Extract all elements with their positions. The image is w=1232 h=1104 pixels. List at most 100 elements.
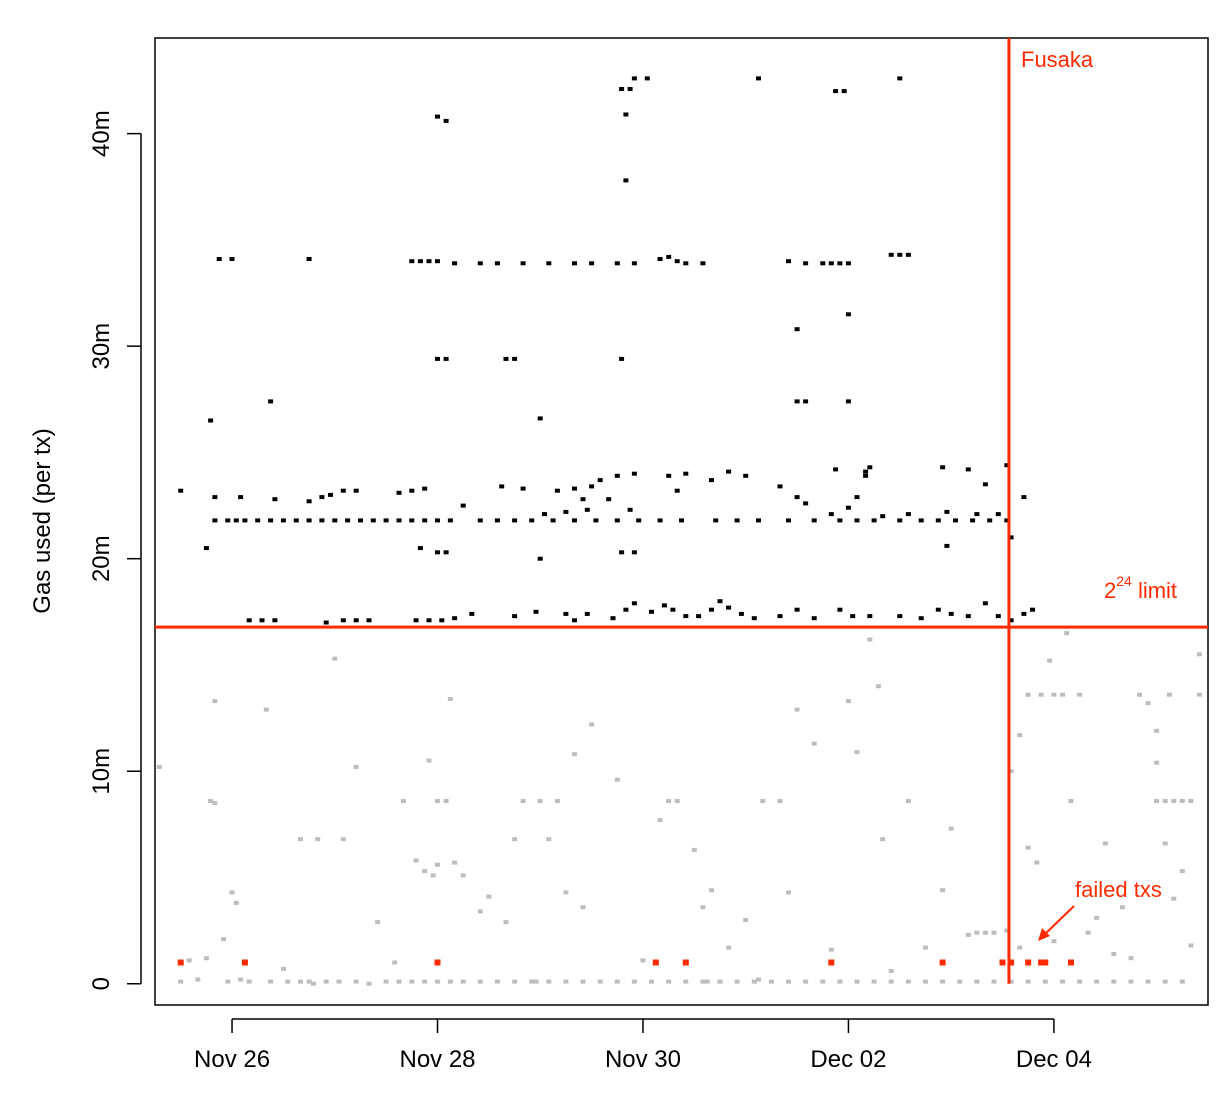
- tx-point-above-limit: [208, 418, 214, 423]
- tx-point-above-limit: [867, 614, 873, 619]
- failed-tx-point: [828, 959, 835, 966]
- tx-point-above-limit: [674, 488, 680, 493]
- tx-point-below-limit: [1162, 979, 1168, 984]
- tx-point-above-limit: [1004, 463, 1010, 468]
- tx-point-below-limit: [392, 960, 398, 965]
- failed-txs-label: failed txs: [1075, 877, 1162, 902]
- tx-point-below-limit: [923, 979, 928, 984]
- plot-frame: [154, 37, 1209, 1006]
- y-tick-label: 20m: [88, 535, 115, 582]
- tx-point-below-limit: [340, 837, 346, 842]
- tx-point-above-limit: [751, 616, 757, 621]
- tx-point-above-limit: [854, 495, 860, 500]
- tx-point-above-limit: [520, 261, 526, 266]
- tx-point-below-limit: [957, 979, 963, 984]
- tx-point-below-limit: [353, 765, 359, 769]
- tx-point-above-limit: [443, 550, 449, 555]
- tx-point-above-limit: [353, 488, 359, 493]
- tx-point-above-limit: [700, 261, 706, 266]
- tx-point-above-limit: [743, 473, 749, 478]
- failed-txs-arrow-head: [1038, 928, 1050, 941]
- failed-tx-point: [241, 959, 248, 966]
- tx-point-below-limit: [443, 799, 449, 803]
- tx-point-below-limit: [435, 979, 440, 984]
- tx-point-above-limit: [820, 261, 826, 266]
- tx-point-below-limit: [1128, 979, 1134, 984]
- tx-point-above-limit: [340, 618, 346, 623]
- tx-point-above-limit: [837, 261, 843, 266]
- tx-point-above-limit: [940, 465, 946, 470]
- tx-point-above-limit: [828, 261, 834, 266]
- tx-point-below-limit: [1179, 979, 1185, 984]
- tx-point-above-limit: [666, 473, 672, 478]
- tx-point-above-limit: [786, 518, 791, 523]
- tx-point-below-limit: [503, 920, 509, 925]
- tx-point-above-limit: [216, 257, 222, 261]
- tx-point-below-limit: [1111, 952, 1117, 956]
- tx-point-below-limit: [285, 979, 291, 984]
- tx-point-above-limit: [443, 356, 449, 361]
- tx-point-below-limit: [640, 958, 646, 963]
- tx-point-above-limit: [987, 518, 993, 523]
- tx-point-below-limit: [533, 979, 539, 984]
- tx-point-below-limit: [700, 905, 706, 910]
- tx-point-below-limit: [880, 837, 886, 842]
- tx-point-above-limit: [503, 356, 509, 361]
- tx-point-above-limit: [623, 112, 629, 117]
- tx-point-above-limit: [1021, 495, 1027, 500]
- tx-point-above-limit: [529, 518, 535, 523]
- tx-point-above-limit: [995, 512, 1001, 517]
- tx-point-above-limit: [888, 252, 894, 257]
- tx-point-above-limit: [409, 518, 415, 523]
- tx-point-below-limit: [268, 979, 274, 984]
- tx-point-above-limit: [593, 518, 599, 523]
- tx-point-below-limit: [1119, 905, 1125, 910]
- tx-point-below-limit: [1060, 979, 1065, 984]
- tx-point-below-limit: [717, 979, 723, 984]
- tx-point-above-limit: [435, 518, 440, 523]
- tx-point-above-limit: [238, 495, 244, 500]
- tx-point-below-limit: [435, 799, 440, 803]
- tx-point-below-limit: [811, 741, 817, 746]
- tx-point-below-limit: [726, 945, 732, 950]
- tx-point-below-limit: [1077, 979, 1083, 984]
- tx-point-below-limit: [786, 979, 791, 984]
- tx-point-above-limit: [649, 609, 654, 614]
- tx-point-below-limit: [1085, 930, 1091, 935]
- tx-point-below-limit: [452, 860, 458, 865]
- tx-point-below-limit: [691, 847, 697, 852]
- tx-point-above-limit: [756, 76, 761, 81]
- y-tick-label: 10m: [88, 748, 115, 795]
- tx-point-above-limit: [726, 469, 732, 474]
- tx-point-below-limit: [1068, 799, 1074, 803]
- limit-exponent: 24: [1116, 573, 1132, 589]
- tx-point-above-limit: [447, 518, 453, 523]
- tx-point-above-limit: [435, 550, 440, 555]
- failed-tx-point: [177, 959, 184, 966]
- tx-point-below-limit: [875, 684, 881, 689]
- tx-point-above-limit: [837, 518, 843, 523]
- tx-point-below-limit: [666, 799, 672, 803]
- tx-point-above-limit: [871, 518, 877, 523]
- tx-point-below-limit: [366, 981, 372, 986]
- tx-point-above-limit: [918, 518, 924, 523]
- failed-tx-point: [434, 959, 441, 966]
- tx-point-above-limit: [614, 473, 620, 478]
- tx-point-below-limit: [845, 699, 851, 704]
- tx-point-above-limit: [358, 518, 363, 523]
- tx-point-below-limit: [546, 837, 552, 842]
- tx-point-above-limit: [644, 76, 650, 81]
- tx-point-above-limit: [777, 614, 783, 619]
- tx-point-above-limit: [494, 261, 500, 266]
- tx-point-above-limit: [803, 399, 809, 404]
- tx-point-below-limit: [837, 979, 843, 984]
- failed-tx-point: [1025, 959, 1032, 966]
- tx-point-below-limit: [306, 979, 312, 984]
- tx-point-above-limit: [1008, 535, 1014, 540]
- tx-point-above-limit: [435, 259, 440, 264]
- tx-point-above-limit: [756, 518, 761, 523]
- tx-point-below-limit: [1008, 769, 1014, 774]
- tx-point-above-limit: [409, 488, 415, 493]
- tx-point-above-limit: [542, 512, 547, 517]
- tx-point-below-limit: [1145, 701, 1151, 706]
